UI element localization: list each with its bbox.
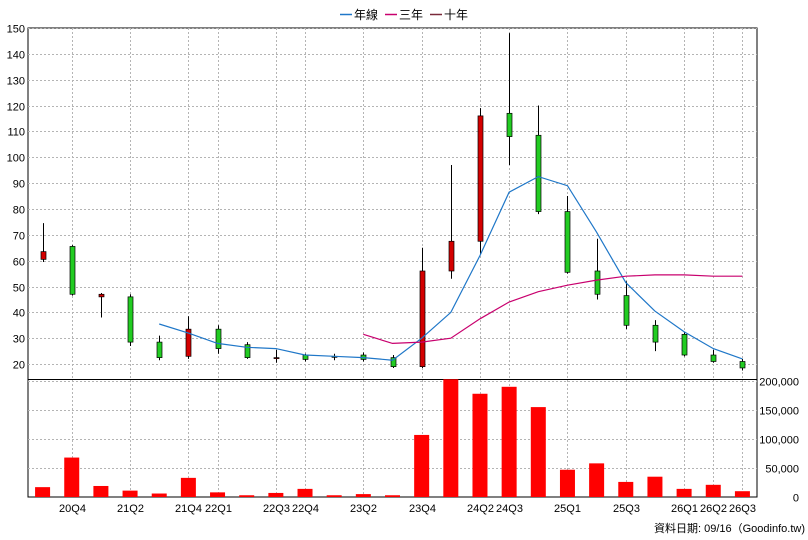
price-tick-label: 130 — [7, 76, 25, 88]
price-tick-label: 90 — [13, 179, 25, 191]
volume-bar — [734, 491, 750, 497]
volume-bar — [355, 494, 371, 497]
volume-bar — [530, 407, 546, 497]
price-tick-label: 140 — [7, 50, 25, 62]
x-tick-label: 24Q2 — [467, 503, 494, 515]
x-tick-label: 26Q2 — [700, 503, 727, 515]
x-tick-label: 23Q2 — [350, 503, 377, 515]
grid — [27, 27, 758, 498]
candle-body — [419, 270, 426, 368]
volume-bar — [559, 469, 575, 497]
price-tick-label: 150 — [7, 24, 25, 36]
x-tick-label: 26Q3 — [729, 503, 756, 515]
x-tick-label: 22Q4 — [292, 503, 319, 515]
candle-body — [273, 357, 280, 359]
legend: 年線 三年 十年 — [340, 7, 468, 22]
candle-body — [564, 211, 571, 273]
volume-tick-label: 150,000 — [759, 406, 799, 418]
price-tick-label: 20 — [13, 360, 25, 372]
candle-body — [156, 341, 163, 358]
candle-body — [506, 112, 513, 137]
volume-bar — [414, 434, 430, 497]
price-tick-label: 100 — [7, 153, 25, 165]
volume-bar — [618, 481, 634, 497]
candle-body — [652, 324, 659, 343]
axes: 20 30 40 50 60 70 80 90 100 110 120 130 140 150 0 50,00… — [7, 24, 799, 516]
volume-bar — [35, 487, 51, 497]
volume-bar — [210, 492, 226, 497]
candle-body — [710, 354, 717, 362]
candle-body — [215, 328, 222, 349]
volume-bar — [326, 495, 342, 497]
volume-bar — [239, 495, 255, 497]
price-tick-label: 80 — [13, 205, 25, 217]
price-tick-label: 50 — [13, 283, 25, 295]
volume-bar — [297, 488, 313, 497]
price-tick-label: 60 — [13, 257, 25, 269]
candle-body — [244, 344, 251, 358]
volume-bar — [472, 393, 488, 497]
volume-bar — [122, 490, 138, 497]
price-tick-label: 70 — [13, 231, 25, 243]
volume-bars — [35, 379, 750, 497]
x-tick-label: 25Q1 — [554, 503, 581, 515]
candle-body — [448, 240, 455, 272]
volume-bar — [385, 495, 400, 497]
volume-bar — [676, 488, 692, 497]
volume-bar — [93, 485, 109, 497]
series-line — [363, 274, 743, 345]
x-tick-label: 24Q3 — [496, 503, 523, 515]
volume-tick-label: 100,000 — [759, 435, 799, 447]
candle-body — [535, 134, 542, 212]
volume-bar — [151, 493, 167, 497]
volume-bar — [501, 386, 517, 497]
candle-body — [681, 333, 688, 356]
volume-bar — [180, 477, 196, 497]
volume-bar — [589, 463, 605, 497]
legend-label: 三年 — [399, 8, 423, 22]
x-tick-label: 25Q3 — [613, 503, 640, 515]
x-tick-label: 20Q4 — [59, 503, 86, 515]
volume-bar — [647, 476, 663, 497]
price-tick-label: 110 — [7, 127, 25, 139]
x-tick-label: 21Q2 — [117, 503, 144, 515]
legend-label: 十年 — [444, 8, 468, 22]
candle-body — [623, 295, 630, 326]
x-tick-label: 22Q3 — [263, 503, 290, 515]
candle-body — [477, 115, 484, 242]
moving-average-lines — [159, 175, 743, 361]
x-tick-label: 23Q4 — [409, 503, 436, 515]
x-tick-label: 26Q1 — [671, 503, 698, 515]
candle-body — [739, 361, 746, 369]
candle-body — [390, 357, 397, 368]
volume-tick-label: 0 — [793, 493, 799, 505]
price-tick-label: 40 — [13, 308, 25, 320]
candle-body — [69, 246, 76, 295]
candle-body — [185, 328, 192, 357]
volume-bar — [705, 484, 721, 497]
volume-tick-label: 50,000 — [765, 464, 799, 476]
volume-tick-label: 200,000 — [759, 377, 799, 389]
volume-bar — [268, 492, 284, 497]
candle-body — [98, 293, 105, 298]
volume-bar — [64, 457, 80, 497]
legend-label: 年線 — [354, 7, 378, 22]
x-tick-label: 21Q4 — [175, 503, 202, 515]
candle-body — [594, 270, 601, 295]
candlesticks — [40, 33, 746, 371]
candle-body — [127, 296, 134, 343]
candle-body — [40, 251, 47, 260]
volume-bar — [443, 379, 459, 497]
price-tick-label: 30 — [13, 334, 25, 346]
series-line — [159, 175, 743, 361]
footer-source: 資料日期: 09/16（Goodinfo.tw) — [654, 521, 805, 535]
plot-frame — [27, 27, 758, 498]
price-tick-label: 120 — [7, 102, 25, 114]
x-tick-label: 22Q1 — [205, 503, 232, 515]
